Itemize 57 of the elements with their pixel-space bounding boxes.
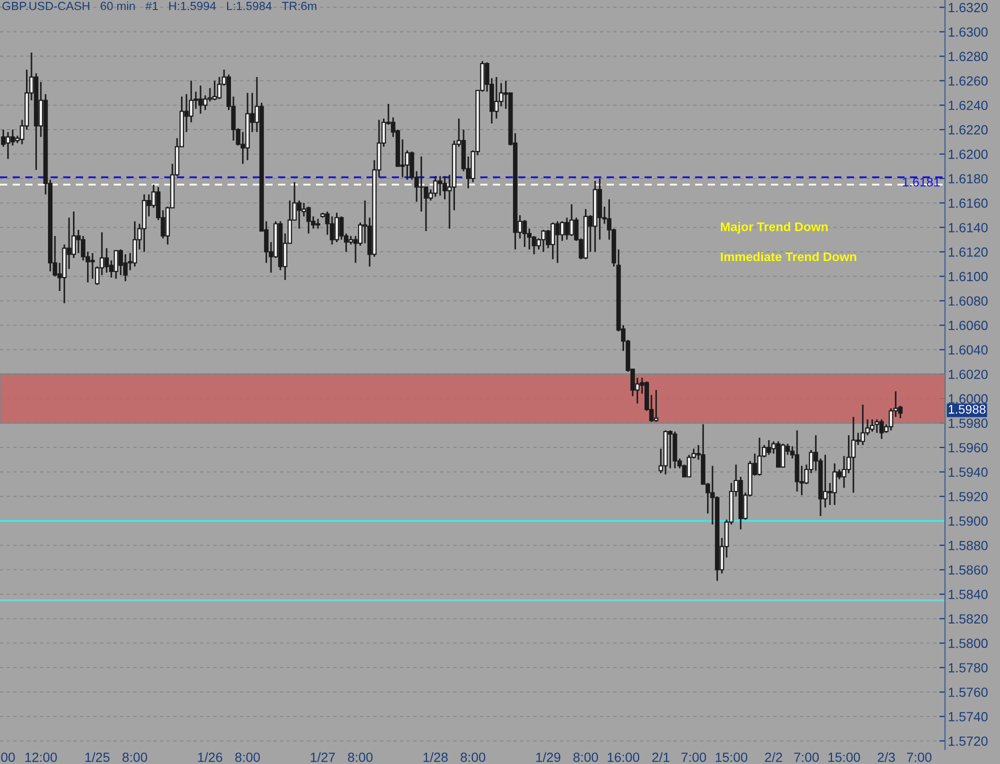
x-tick-label: 1/25 (85, 752, 110, 762)
annotation: Major Trend Down (720, 222, 828, 234)
x-tick-label: 15:00 (716, 752, 748, 762)
y-tick-label: 1.6280 (948, 52, 988, 62)
y-tick-label: 1.5820 (948, 614, 988, 624)
x-tick-label: 8:00 (122, 752, 148, 762)
y-tick-label: 1.5720 (948, 736, 988, 746)
x-tick-label: 15:00 (828, 752, 860, 762)
annotation: Immediate Trend Down (720, 252, 856, 262)
y-tick-label: 1.6000 (948, 394, 988, 404)
x-tick-label: 8:00 (235, 752, 260, 762)
y-tick-label: 1.6060 (948, 320, 988, 330)
y-tick-label: 1.5860 (948, 565, 988, 575)
y-tick-label: 1.6040 (948, 345, 988, 355)
x-tick-label: 16:00 (608, 752, 640, 762)
x-tick-label: 8:00 (460, 752, 486, 762)
text: 1.5988 (948, 404, 986, 414)
y-tick-label: 1.5740 (948, 712, 988, 722)
ref-line-label: 1.6181 (903, 178, 940, 186)
y-tick-label: 1.6260 (948, 76, 988, 86)
x-tick-label: 7:00 (794, 752, 819, 762)
x-tick-label: 1/28 (424, 752, 448, 762)
x-tick-label: 7:00 (907, 752, 932, 762)
y-tick-label: 1.5960 (948, 443, 988, 452)
y-tick-label: 1.6140 (948, 222, 988, 232)
y-tick-label: 1.5900 (948, 516, 988, 526)
y-tick-label: 1.6320 (948, 2, 988, 12)
y-tick-label: 1.6220 (948, 125, 988, 135)
y-tick-label: 1.5800 (948, 638, 988, 648)
y-tick-label: 1.6080 (948, 296, 988, 306)
y-tick-label: 1.6100 (948, 272, 988, 282)
x-tick-label: 12:00 (25, 752, 57, 762)
y-tick-label: 1.6300 (948, 27, 988, 37)
y-tick-label: 1.5980 (948, 418, 988, 428)
x-tick-label: 1/26 (198, 752, 222, 762)
y-tick-label: 1.6180 (948, 174, 988, 184)
x-tick-label: 00 (1, 752, 15, 762)
x-tick-label: 8:00 (348, 752, 373, 762)
chart-title: GBP.USD-CASH 60 min #1 H:1.5994 L:1.5984 TR:6m (2, 2, 316, 10)
y-tick-label: 1.6200 (948, 150, 988, 159)
x-tick-label: 8:00 (573, 752, 598, 762)
y-tick-label: 1.5840 (948, 590, 988, 600)
x-tick-label: 2/3 (878, 752, 895, 762)
y-tick-label: 1.5760 (948, 688, 988, 697)
y-tick-label: 1.5780 (948, 663, 988, 672)
y-tick-label: 1.6160 (948, 198, 988, 208)
x-tick-label: 2/2 (765, 752, 782, 762)
y-tick-label: 1.6240 (948, 100, 988, 110)
x-tick-label: 1/27 (310, 752, 335, 762)
y-tick-label: 1.6120 (948, 247, 988, 257)
y-tick-label: 1.6020 (948, 370, 988, 380)
y-tick-label: 1.5940 (948, 468, 988, 477)
x-tick-label: 2/1 (652, 752, 670, 762)
x-tick-label: 7:00 (682, 752, 706, 762)
x-tick-label: 1/29 (536, 752, 560, 762)
y-tick-label: 1.5920 (948, 492, 988, 502)
y-tick-label: 1.5880 (948, 540, 988, 550)
